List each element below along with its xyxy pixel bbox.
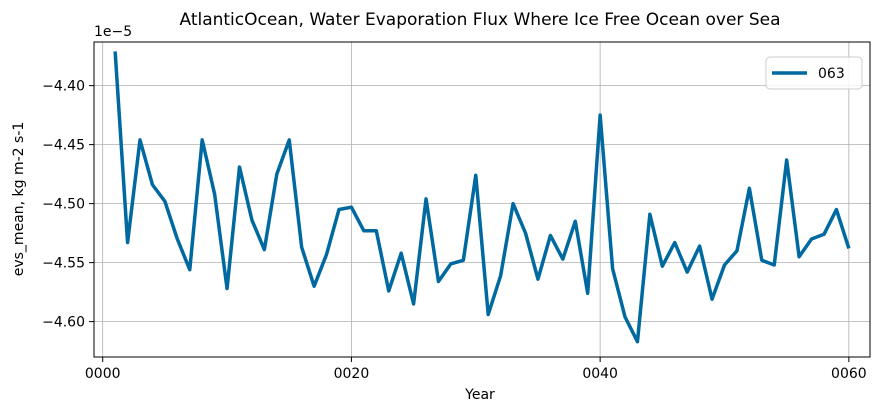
chart-title: AtlanticOcean, Water Evaporation Flux Wh…: [179, 10, 780, 30]
legend-box: [765, 56, 863, 90]
plot-frame: [93, 41, 871, 358]
legend-label-063: 063: [818, 66, 845, 82]
y-axis-title: evs_mean, kg m-2 s-1: [11, 122, 27, 277]
axis-ticks: 0000 0020 0040 0060 −4.40 −4.45 −4.50 −4.55 −4.6…: [42, 79, 867, 382]
series-line-063: [113, 51, 851, 344]
legend: 063: [765, 56, 863, 90]
y-axis-offset-label: 1e−5: [94, 24, 132, 40]
y-tick-label: −4.40: [42, 79, 85, 95]
x-tick-label: 0000: [85, 366, 121, 382]
x-tick-label: 0040: [582, 366, 618, 382]
x-tick-label: 0060: [831, 366, 867, 382]
plot-lines: [113, 51, 851, 344]
y-tick-label: −4.45: [42, 138, 85, 154]
y-tick-label: −4.50: [42, 197, 85, 213]
y-tick-label: −4.55: [42, 256, 85, 272]
x-axis-title: Year: [464, 387, 495, 403]
x-tick-label: 0020: [334, 366, 370, 382]
y-tick-label: −4.60: [42, 315, 85, 331]
